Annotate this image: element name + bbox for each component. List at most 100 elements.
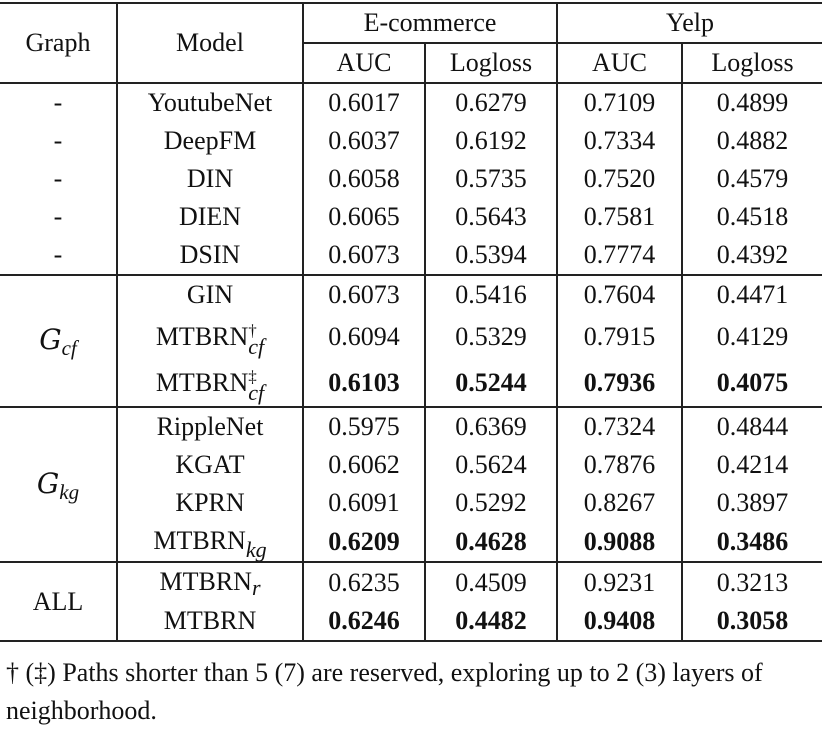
value-cell: 0.5735 bbox=[424, 160, 557, 198]
value-cell: 0.3897 bbox=[681, 484, 822, 522]
value-cell: 0.7109 bbox=[556, 83, 682, 122]
model-cell: DeepFM bbox=[116, 122, 303, 160]
model-name: MTBRN bbox=[155, 368, 249, 397]
value-cell-best: 0.5244 bbox=[424, 360, 557, 408]
value-cell-best: 0.6103 bbox=[302, 360, 425, 408]
graph-cell-gcf: Gcf bbox=[0, 275, 117, 408]
value-cell-best: 0.4628 bbox=[424, 522, 557, 563]
model-superscript: † bbox=[248, 321, 257, 341]
value-cell: 0.6037 bbox=[302, 122, 425, 160]
value-cell: 0.6094 bbox=[302, 314, 425, 360]
model-cell: MTBRN ‡ cf bbox=[116, 360, 303, 408]
graph-cell: - bbox=[53, 88, 63, 117]
model-cell: DIEN bbox=[116, 198, 303, 236]
table-row: ALL MTBRNr 0.6235 0.4509 0.9231 0.3213 bbox=[0, 562, 822, 642]
value-cell-best: 0.6209 bbox=[302, 522, 425, 563]
table-row: Gcf GIN 0.6073 0.5416 0.7604 0.4471 bbox=[0, 275, 822, 408]
value-cell: 0.6235 bbox=[302, 562, 425, 602]
header-model: Model bbox=[116, 2, 303, 84]
value-cell: 0.7774 bbox=[556, 236, 682, 276]
model-cell: DSIN bbox=[116, 236, 303, 276]
value-cell-best: 0.9408 bbox=[556, 602, 682, 642]
value-cell: 0.6279 bbox=[424, 83, 557, 122]
header-dataset-yelp: Yelp bbox=[556, 2, 822, 44]
graph-cell-gkg: Gkg bbox=[0, 407, 117, 563]
header-metric-yelp-logloss: Logloss bbox=[681, 43, 822, 84]
header-metric-yelp-auc: AUC bbox=[556, 43, 682, 84]
model-subscript: r bbox=[251, 575, 261, 600]
value-cell: 0.6369 bbox=[424, 407, 557, 446]
table-row: Gkg RippleNet 0.5975 0.6369 0.7324 0.484… bbox=[0, 407, 822, 563]
value-cell-best: 0.4482 bbox=[424, 602, 557, 642]
model-subscript: kg bbox=[245, 537, 267, 562]
value-cell: 0.5329 bbox=[424, 314, 557, 360]
model-cell: RippleNet bbox=[116, 407, 303, 446]
value-cell: 0.8267 bbox=[556, 484, 682, 522]
graph-cell: - bbox=[53, 202, 63, 231]
table-row: - DSIN 0.6073 0.5394 0.7774 0.4392 bbox=[0, 236, 822, 276]
model-cell: MTBRNkg bbox=[116, 522, 303, 563]
value-cell: 0.7915 bbox=[556, 314, 682, 360]
value-cell: 0.5394 bbox=[424, 236, 557, 276]
value-cell: 0.6073 bbox=[302, 275, 425, 314]
graph-cell: - bbox=[53, 164, 63, 193]
value-cell-best: 0.6246 bbox=[302, 602, 425, 642]
value-cell-best: 0.3486 bbox=[681, 522, 822, 563]
value-cell: 0.7604 bbox=[556, 275, 682, 314]
table-row: KGAT 0.6062 0.5624 0.7876 0.4214 bbox=[0, 446, 822, 484]
model-superscript: ‡ bbox=[248, 367, 257, 387]
value-cell: 0.5292 bbox=[424, 484, 557, 522]
graph-cell: - bbox=[53, 126, 63, 155]
value-cell: 0.7876 bbox=[556, 446, 682, 484]
table-row: MTBRNkg 0.6209 0.4628 0.9088 0.3486 bbox=[0, 522, 822, 563]
header-dataset-ecommerce: E-commerce bbox=[302, 2, 557, 44]
table-row: - DIEN 0.6065 0.5643 0.7581 0.4518 bbox=[0, 198, 822, 236]
table-row: MTBRN † cf 0.6094 0.5329 0.7915 0.4129 bbox=[0, 314, 822, 360]
graph-symbol: G bbox=[36, 466, 60, 500]
value-cell: 0.7581 bbox=[556, 198, 682, 236]
model-cell: MTBRN bbox=[116, 602, 303, 642]
header-graph: Graph bbox=[0, 2, 117, 84]
value-cell-best: 0.3058 bbox=[681, 602, 822, 642]
graph-cell: - bbox=[0, 236, 117, 276]
table-footnote: † (‡) Paths shorter than 5 (7) are reser… bbox=[6, 658, 763, 725]
model-cell: MTBRNr bbox=[116, 562, 303, 602]
model-cell: KPRN bbox=[116, 484, 303, 522]
value-cell: 0.7520 bbox=[556, 160, 682, 198]
model-cell: KGAT bbox=[116, 446, 303, 484]
value-cell: 0.4518 bbox=[681, 198, 822, 236]
value-cell: 0.4899 bbox=[681, 83, 822, 122]
value-cell: 0.6065 bbox=[302, 198, 425, 236]
header-metric-ecommerce-logloss: Logloss bbox=[424, 43, 557, 84]
value-cell: 0.3213 bbox=[681, 562, 822, 602]
model-cell: MTBRN † cf bbox=[116, 314, 303, 360]
value-cell-best: 0.9088 bbox=[556, 522, 682, 563]
value-cell: 0.4129 bbox=[681, 314, 822, 360]
graph-subscript: cf bbox=[61, 336, 77, 360]
value-cell: 0.4882 bbox=[681, 122, 822, 160]
value-cell: 0.5643 bbox=[424, 198, 557, 236]
table-row: MTBRN 0.6246 0.4482 0.9408 0.3058 bbox=[0, 602, 822, 642]
graph-symbol: G bbox=[39, 323, 62, 356]
value-cell: 0.6073 bbox=[302, 236, 425, 276]
results-table: Graph Model E-commerce Yelp AUC Logloss … bbox=[0, 2, 822, 642]
value-cell: 0.6058 bbox=[302, 160, 425, 198]
value-cell: 0.4844 bbox=[681, 407, 822, 446]
model-name: MTBRN bbox=[153, 526, 246, 555]
graph-cell-all: ALL bbox=[0, 562, 117, 642]
graph-subscript: kg bbox=[59, 479, 80, 504]
value-cell: 0.4579 bbox=[681, 160, 822, 198]
table-row: - DIN 0.6058 0.5735 0.7520 0.4579 bbox=[0, 160, 822, 198]
model-name: MTBRN bbox=[155, 322, 249, 351]
value-cell: 0.7324 bbox=[556, 407, 682, 446]
value-cell: 0.7334 bbox=[556, 122, 682, 160]
value-cell: 0.6192 bbox=[424, 122, 557, 160]
table-row: KPRN 0.6091 0.5292 0.8267 0.3897 bbox=[0, 484, 822, 522]
model-subscript: cf bbox=[248, 380, 265, 406]
value-cell-best: 0.4075 bbox=[681, 360, 822, 408]
model-cell: YoutubeNet bbox=[116, 83, 303, 122]
value-cell: 0.4392 bbox=[681, 236, 822, 276]
value-cell: 0.6091 bbox=[302, 484, 425, 522]
value-cell: 0.9231 bbox=[556, 562, 682, 602]
model-subscript: cf bbox=[248, 334, 265, 360]
